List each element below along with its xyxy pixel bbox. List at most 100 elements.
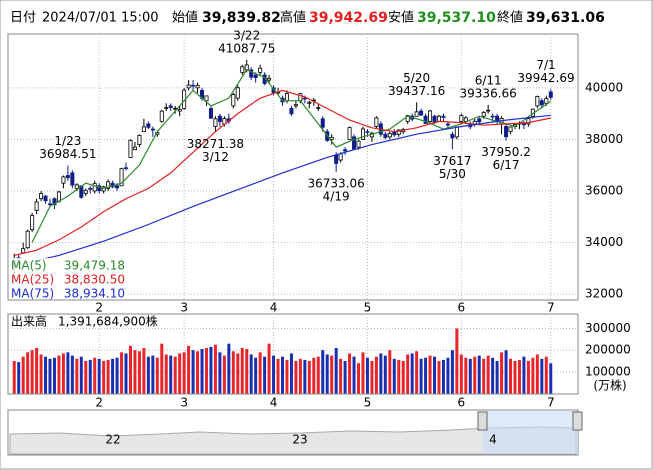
annotation-date: 7/1 [536, 58, 555, 72]
x-tick-label: 6 [458, 396, 466, 410]
x-tick-label: 3 [180, 396, 188, 410]
annotation-value: 39336.66 [460, 86, 517, 100]
volume-bar [294, 361, 298, 394]
volume-bar [468, 358, 472, 394]
volume-bar [52, 357, 56, 394]
legend-value: 38,830.50 [64, 273, 125, 287]
volume-bar [196, 351, 200, 394]
volume-bar [236, 353, 240, 394]
candle-body [284, 93, 289, 102]
candle-body [235, 87, 240, 99]
volume-bar [549, 363, 553, 394]
x-tick-label: 2 [95, 396, 103, 410]
candle-body [428, 110, 433, 122]
navigator: 22 23 4 [7, 409, 583, 456]
volume-bar [491, 357, 495, 394]
candle-body [338, 153, 343, 161]
candle-body [334, 154, 339, 164]
candle-body [387, 133, 392, 138]
candle-body [204, 95, 209, 102]
candle-body [128, 139, 133, 158]
candle-body [43, 195, 48, 202]
volume-bar [267, 343, 271, 394]
candle-body [25, 230, 30, 249]
volume-bar [303, 359, 307, 394]
candle-body [217, 115, 222, 122]
high-label: 高値 [280, 10, 306, 26]
volume-bar [258, 352, 262, 394]
low-label: 安値 [388, 10, 414, 26]
candle-body [124, 167, 129, 169]
x-tick-label: 7 [547, 396, 555, 410]
candle-body [347, 127, 352, 140]
x-tick-label: 4 [270, 396, 278, 410]
annotation-date: 5/30 [439, 167, 466, 181]
candle-body [253, 74, 258, 78]
candle-body [141, 126, 146, 133]
volume-bar [263, 356, 267, 394]
volume-bar [504, 350, 508, 394]
volume-bar [544, 356, 548, 394]
candle-body [240, 66, 245, 73]
navigator-handle-left[interactable] [477, 411, 488, 431]
volume-bar [133, 350, 137, 394]
navigator-window[interactable] [483, 411, 578, 454]
volume-bar [397, 359, 401, 394]
volume-bar [124, 353, 128, 394]
candle-body [191, 84, 196, 87]
volume-bar [540, 358, 544, 394]
candle-body [83, 189, 88, 194]
navigator-label: 22 [105, 433, 120, 447]
annotation-date: 6/11 [475, 73, 502, 87]
volume-tick-label: 100000 [585, 364, 631, 378]
volume-bar [500, 352, 504, 394]
volume-bar [204, 348, 208, 394]
candle-body [159, 110, 164, 122]
volume-total: 1,391,684,900株 [58, 314, 158, 329]
volume-bar [495, 361, 499, 394]
volume-title: 出来高 [11, 314, 47, 329]
volume-bar [522, 356, 526, 394]
y-tick-label: 40000 [585, 80, 623, 94]
y-tick-label: 38000 [585, 132, 623, 146]
candles [12, 59, 553, 277]
candle-body [539, 100, 544, 106]
annotation-date: 3/12 [202, 150, 229, 164]
candle-body [289, 108, 294, 115]
candle-body [21, 248, 26, 254]
volume-bar [164, 354, 168, 394]
open-label: 始値 [172, 10, 198, 26]
navigator-handle-right[interactable] [572, 411, 583, 431]
candle-body [293, 104, 298, 107]
volume-bar [120, 352, 124, 394]
header: 日付 2024/07/01 15:00 始値 39,839.82 高値 39,9… [10, 10, 605, 27]
low: 39,537.10 [417, 10, 496, 26]
volume-bar [222, 355, 226, 394]
navigator-label: 23 [292, 433, 307, 447]
volume-bar [44, 356, 48, 394]
volume-bar [66, 352, 70, 394]
volume-bar [178, 353, 182, 394]
candle-body [548, 91, 553, 98]
annotation-value: 36984.51 [39, 147, 96, 161]
candle-body [454, 126, 459, 138]
volume-bar [30, 350, 34, 394]
volume-bar [321, 350, 325, 394]
close-label: 終値 [497, 10, 523, 26]
candle-body [441, 115, 446, 118]
volume-bar [240, 348, 244, 394]
volume-bar [406, 354, 410, 394]
volume-bar [106, 359, 110, 394]
legend-box [9, 258, 127, 299]
open: 39,839.82 [202, 10, 281, 26]
candle-body [504, 126, 509, 138]
volume-bar [424, 357, 428, 394]
x-tick-label: 5 [364, 396, 372, 410]
volume-bar [289, 353, 293, 394]
candle-body [316, 107, 321, 109]
candle-body [521, 123, 526, 126]
annotation-date: 1/23 [54, 134, 81, 148]
volume-bar [531, 357, 535, 394]
candle-body [74, 184, 79, 189]
